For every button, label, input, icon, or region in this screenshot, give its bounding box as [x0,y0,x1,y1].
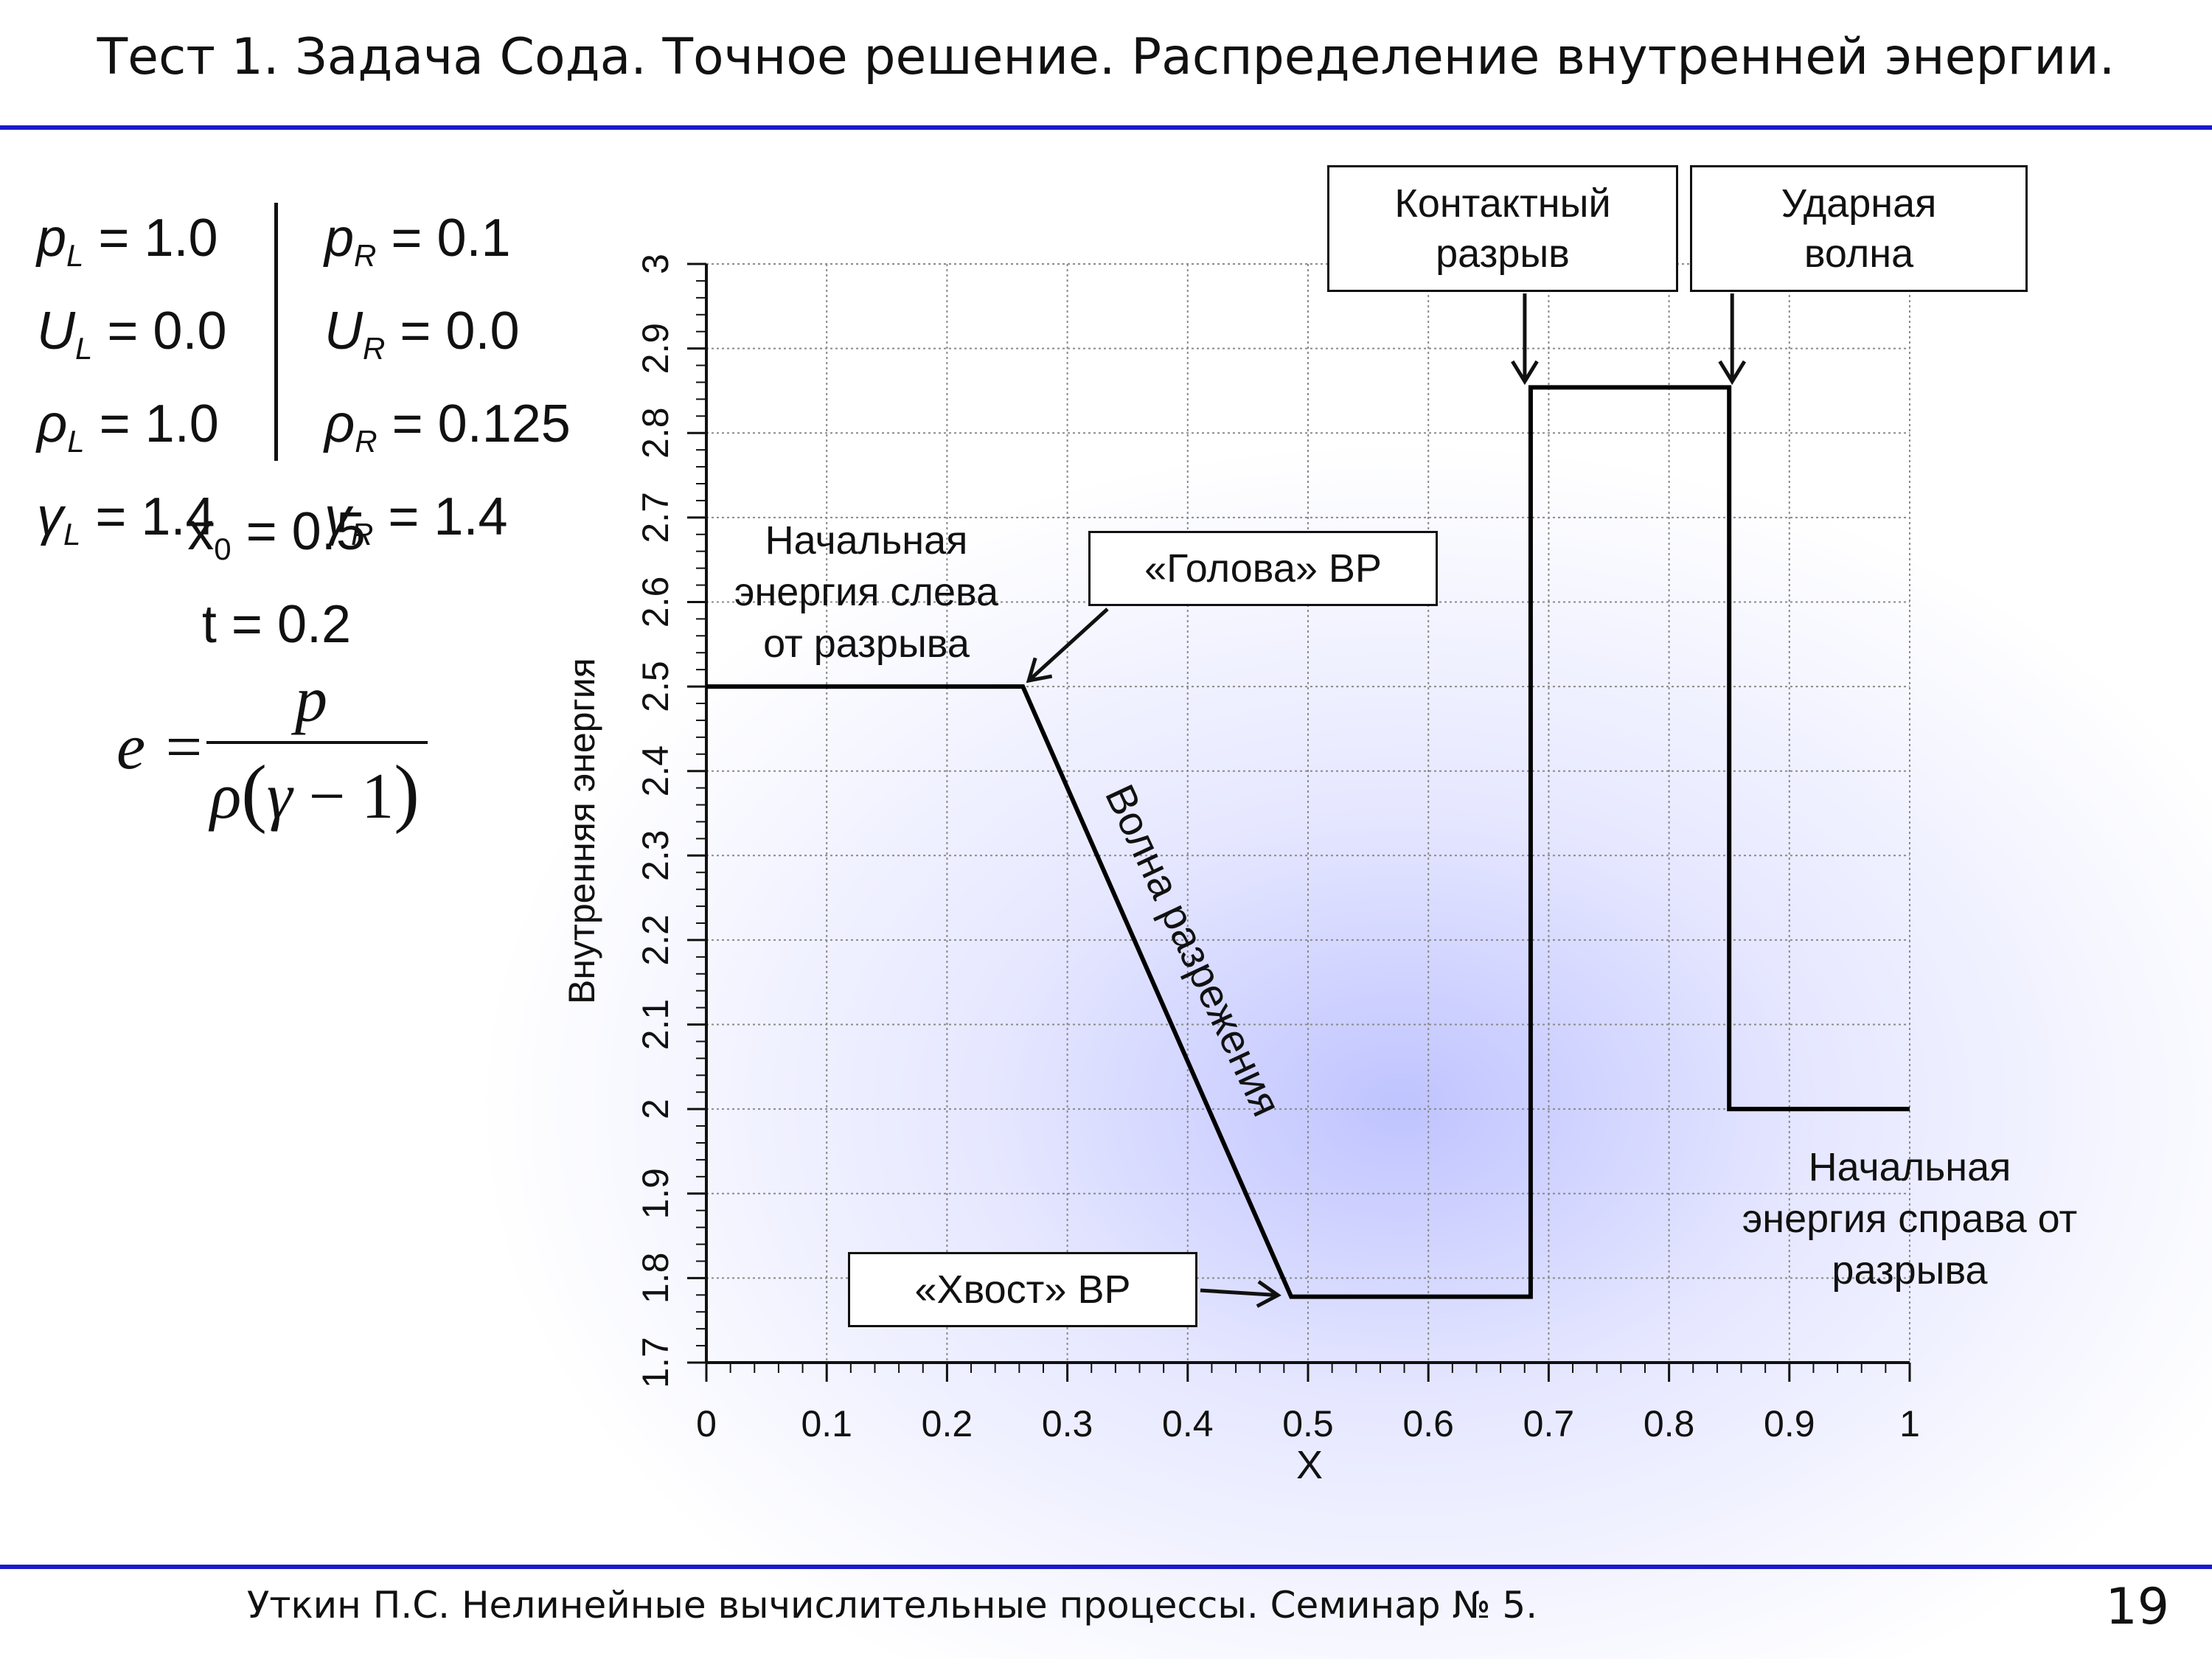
head-arrow-head [1026,657,1053,684]
right-param: γR = 1.4 [324,487,508,552]
x-axis-label: X [1295,1443,1324,1487]
x-tick-label: 1 [1899,1403,1920,1444]
chart-series [706,385,1910,1299]
contact-discontinuity-label: Контактный разрыв [1327,165,1678,292]
rarefaction-head-label: «Голова» ВР [1088,531,1438,606]
shock-arrow-head [1718,360,1747,386]
x-tick-label: 0.8 [1644,1403,1695,1444]
x-tick-label: 0.6 [1402,1403,1454,1444]
energy-formula: e = p ρ(γ − 1) [111,664,442,837]
x-tick-label: 0.2 [922,1403,973,1444]
left-param: ρL = 1.0 [37,394,219,459]
footer-text: Уткин П.С. Нелинейные вычислительные про… [246,1584,1538,1627]
tail-arrow-head [1256,1280,1281,1308]
formula-lhs: e = [116,712,206,783]
x-tick-label: 0.9 [1764,1403,1815,1444]
y-tick-label: 2.2 [635,914,676,966]
title-rule [0,125,2212,130]
y-tick-label: 1.9 [635,1168,676,1220]
param-row: UL = 0.0 UR = 0.0 [37,293,571,386]
shock-wave-label: Ударная волна [1690,165,2028,292]
y-tick-label: 1.8 [635,1253,676,1304]
left-initial-energy-label: Начальная энергия слева от разрыва [734,518,999,666]
rarefaction-tail-label: «Хвост» ВР [848,1252,1197,1327]
right-param: pR = 0.1 [324,209,511,273]
x0-and-time: x0 = 0.5 t = 0.2 [147,494,406,662]
energy-profile-line [706,385,1910,1299]
right-param: UR = 0.0 [324,302,520,366]
y-tick-label: 2.7 [635,492,676,543]
time-line: t = 0.2 [201,595,352,654]
y-tick-label: 2.3 [635,830,676,882]
y-tick-label: 2.9 [635,323,676,375]
footer-rule [0,1565,2212,1569]
right-initial-energy-label: Начальная энергия справа от разрыва [1742,1145,2078,1293]
y-tick-label: 3 [635,254,676,274]
head-arrow-shaft [1027,608,1109,682]
initial-parameters: pL = 1.0 pR = 0.1 UL = 0.0 UR = 0.0 ρL = 1.0… [37,201,571,572]
param-row: pL = 1.0 pR = 0.1 [37,201,571,293]
chart-grid [706,263,1910,1363]
parameters-divider [274,203,278,461]
page-number: 19 [2105,1578,2169,1636]
x-tick-label: 0.7 [1523,1403,1575,1444]
tail-arrow-shaft [1200,1288,1279,1298]
left-param: pL = 1.0 [37,209,218,273]
x-tick-label: 0 [696,1403,717,1444]
y-axis-label: Внутренняя энергия [561,658,602,1004]
x-tick-label: 0.3 [1042,1403,1093,1444]
y-tick-label: 2.8 [635,407,676,459]
x0-line: x0 = 0.5 [187,502,366,566]
left-param: UL = 0.0 [37,302,227,366]
param-row: ρL = 1.0 ρR = 0.125 [37,386,571,479]
y-tick-label: 2.6 [635,577,676,628]
right-param: ρR = 0.125 [324,394,571,459]
x-tick-label: 0.1 [801,1403,852,1444]
formula-numerator: p [295,664,327,736]
x-tick-label: 0.5 [1282,1403,1334,1444]
fraction-bar [206,741,428,744]
x-tick-label: 0.4 [1162,1403,1214,1444]
chart-axes: 0 0.1 0.2 0.3 0.4 0.5 0.6 0.7 0.8 0.9 1 1.7 1.8 1.9 2 2… [635,254,1920,1444]
y-tick-label: 1.7 [635,1337,676,1388]
formula-denominator: ρ(γ − 1) [210,750,420,835]
annotation-arrows [1026,293,1747,1308]
y-tick-label: 2.1 [635,999,676,1051]
param-row: γL = 1.4 γR = 1.4 [37,479,571,572]
left-param: γL = 1.4 [37,487,215,552]
contact-arrow-head [1511,360,1539,386]
y-tick-label: 2.5 [635,661,676,712]
y-tick-label: 2 [635,1099,676,1119]
slide-title: Тест 1. Задача Сода. Точное решение. Рас… [97,28,2115,86]
y-tick-label: 2.4 [635,745,676,797]
